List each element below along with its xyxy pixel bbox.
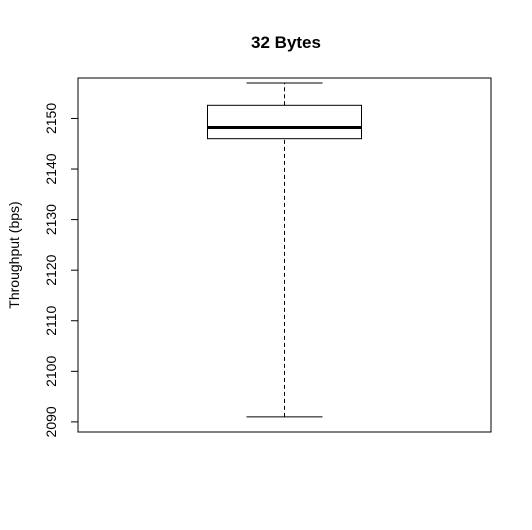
y-tick-label-4: 2130 (43, 204, 59, 235)
y-tick-label-1: 2100 (43, 356, 59, 387)
box-group (207, 82, 362, 418)
box-0 (207, 82, 362, 418)
y-tick-label-2: 2110 (43, 305, 59, 335)
y-axis-label: Throughput (bps) (6, 201, 22, 308)
y-tick-label-0: 2090 (43, 406, 59, 437)
y-axis: 2090 2100 2110 2120 2130 2140 2150 (43, 103, 79, 437)
y-tick-label-5: 2140 (43, 153, 59, 184)
iqr-box (207, 104, 362, 140)
y-tick-label-6: 2150 (43, 103, 59, 134)
chart-title: 32 Bytes (251, 33, 321, 52)
y-tick-label-3: 2120 (43, 254, 59, 285)
